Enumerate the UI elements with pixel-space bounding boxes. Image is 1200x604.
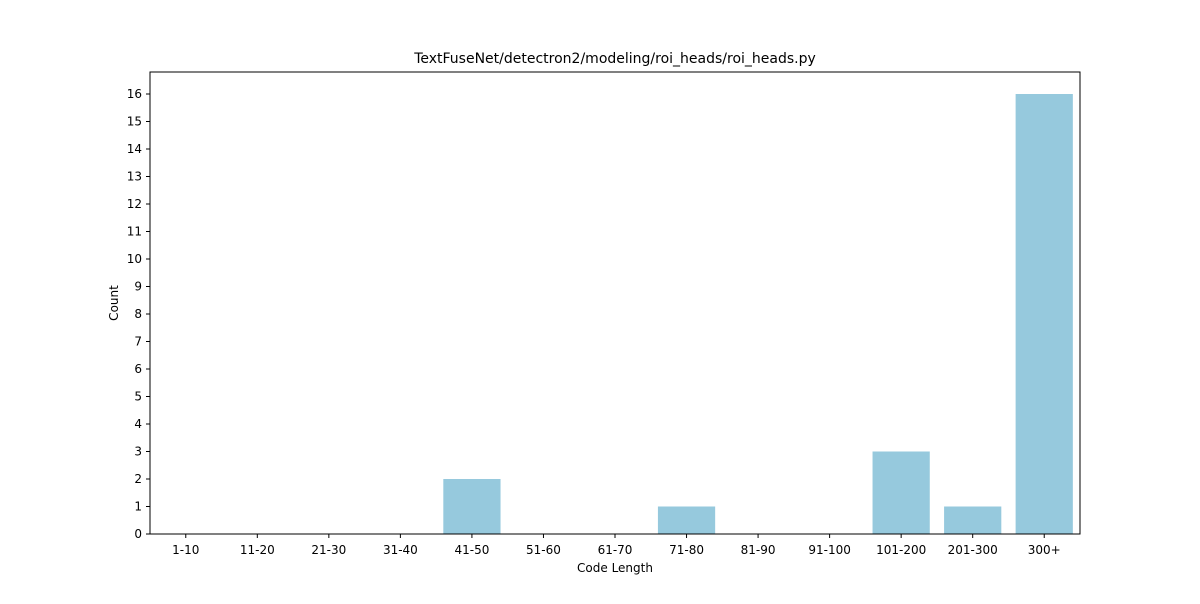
x-tick-label: 1-10 <box>172 543 199 557</box>
bar-71-80 <box>657 506 716 534</box>
y-tick-label: 8 <box>134 307 142 321</box>
y-tick-label: 0 <box>134 527 142 541</box>
y-tick-label: 6 <box>134 362 142 376</box>
y-tick-label: 10 <box>127 252 142 266</box>
x-tick-label: 300+ <box>1028 543 1061 557</box>
y-tick-label: 3 <box>134 445 142 459</box>
bar-101-200 <box>872 451 930 534</box>
x-tick-label: 201-300 <box>948 543 998 557</box>
bar-201-300 <box>944 506 1002 534</box>
x-tick-label: 21-30 <box>311 543 346 557</box>
y-tick-label: 12 <box>127 197 142 211</box>
y-tick-label: 11 <box>127 225 142 239</box>
y-tick-label: 16 <box>127 87 142 101</box>
y-axis-label: Count <box>107 285 121 321</box>
x-tick-label: 101-200 <box>876 543 926 557</box>
y-tick-label: 13 <box>127 170 142 184</box>
chart-title: TextFuseNet/detectron2/modeling/roi_head… <box>413 51 816 67</box>
bars-group <box>443 94 1073 534</box>
bar-41-50 <box>443 479 501 534</box>
x-tick-label: 71-80 <box>669 543 704 557</box>
y-tick-label: 2 <box>134 472 142 486</box>
plot-frame <box>149 71 1081 535</box>
y-tick-label: 1 <box>134 500 142 514</box>
x-tick-label: 51-60 <box>526 543 561 557</box>
x-tick-label: 41-50 <box>454 543 489 557</box>
x-axis-label: Code Length <box>577 561 653 575</box>
bar-300+ <box>1015 94 1073 534</box>
x-tick-label: 31-40 <box>383 543 418 557</box>
y-tick-label: 9 <box>134 280 142 294</box>
y-tick-label: 15 <box>127 115 142 129</box>
y-tick-label: 7 <box>134 335 142 349</box>
y-tick-label: 4 <box>134 417 142 431</box>
x-tick-label: 91-100 <box>808 543 851 557</box>
x-tick-label: 11-20 <box>240 543 275 557</box>
y-tick-label: 14 <box>127 142 142 156</box>
x-tick-label: 61-70 <box>598 543 633 557</box>
x-axis-ticks: 1-10 11-20 21-30 31-40 41-50 51-60 61-70 71-80 8… <box>172 534 1061 557</box>
y-tick-label: 5 <box>134 390 142 404</box>
x-tick-label: 81-90 <box>741 543 776 557</box>
